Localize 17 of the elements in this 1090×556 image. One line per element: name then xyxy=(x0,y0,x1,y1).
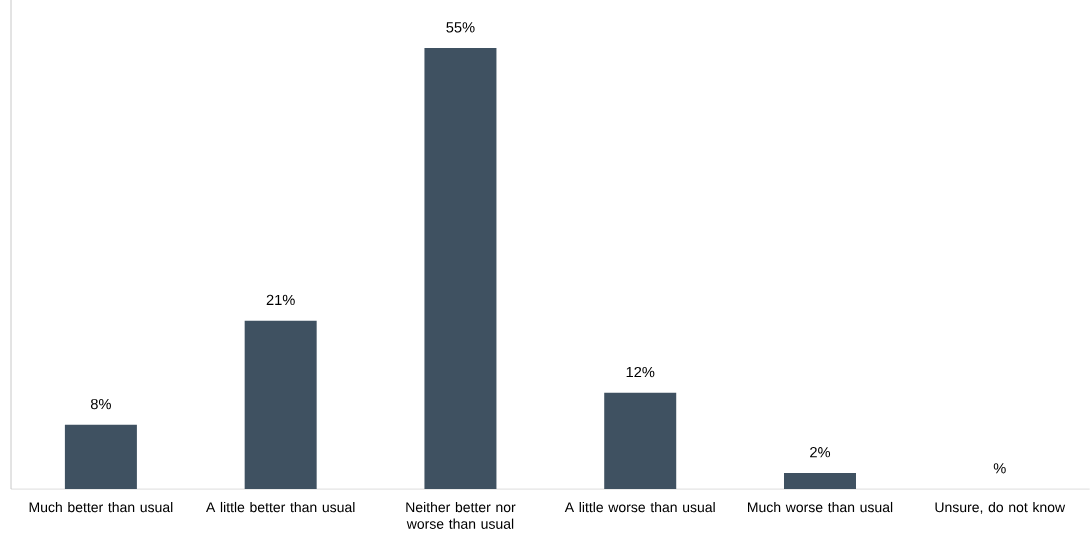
data-label: 21% xyxy=(266,294,295,306)
bar xyxy=(244,320,317,489)
text: % xyxy=(993,463,1006,474)
x-tick-label: A little worse than usual xyxy=(564,501,715,513)
x-tick-label: Neither better nor worse than usual xyxy=(406,501,516,529)
data-label: 2% xyxy=(810,447,831,458)
x-tick-label: Unsure, do not know xyxy=(935,501,1066,514)
data-label: 55% xyxy=(446,22,475,33)
data-label: 8% xyxy=(90,398,111,410)
bar xyxy=(64,424,137,489)
bar xyxy=(784,472,856,489)
bar xyxy=(604,392,677,489)
data-label: 12% xyxy=(626,366,655,378)
bar xyxy=(424,48,497,489)
x-tick-label: Much better than usual xyxy=(29,501,173,513)
x-tick-label: A little better than usual xyxy=(205,501,355,513)
x-tick-label: Much worse than usual xyxy=(748,501,893,513)
